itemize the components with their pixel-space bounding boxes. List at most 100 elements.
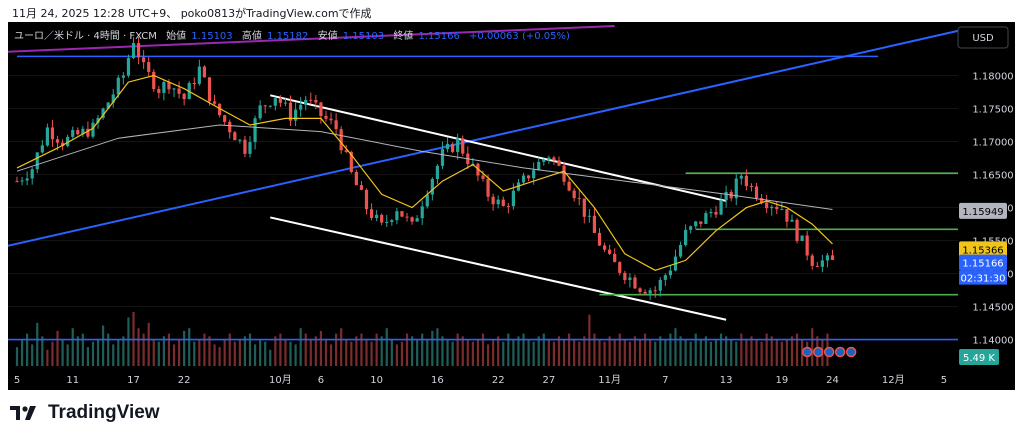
economic-event-icon[interactable] bbox=[845, 346, 857, 358]
volume-bar bbox=[436, 328, 439, 366]
drawings[interactable] bbox=[8, 25, 980, 358]
time-tick-label: 17 bbox=[127, 375, 140, 386]
time-tick-label: 10月 bbox=[269, 374, 292, 386]
volume-bar bbox=[335, 333, 338, 366]
candle-body bbox=[668, 270, 673, 276]
volume-bar bbox=[719, 333, 723, 366]
volume-bar bbox=[248, 333, 252, 366]
chart-frame[interactable]: 1.180001.175001.170001.165001.160001.155… bbox=[8, 22, 1015, 390]
volume-bar bbox=[704, 336, 707, 366]
legend-close-label: 終値 bbox=[393, 29, 413, 42]
candle-body bbox=[532, 170, 536, 179]
time-axis[interactable]: 5 11 17 22 10月 6 10 16 22 27 11月 7 13 19 24 12月 5 bbox=[8, 368, 1015, 390]
volume-bar bbox=[507, 333, 510, 366]
candle-body bbox=[552, 157, 556, 161]
volume-bar bbox=[385, 328, 388, 366]
candle-body bbox=[658, 279, 662, 291]
volume-bar bbox=[228, 333, 231, 366]
currency-button[interactable]: USD bbox=[957, 26, 1009, 49]
volume-bar bbox=[26, 333, 29, 366]
candle-body bbox=[491, 196, 495, 205]
volume-bar bbox=[188, 328, 191, 366]
candle-body bbox=[304, 99, 308, 105]
candle-body bbox=[344, 150, 348, 153]
candle-body bbox=[425, 194, 429, 207]
volume-bar bbox=[760, 341, 763, 366]
economic-event-icon[interactable] bbox=[823, 346, 835, 358]
countdown-box bbox=[959, 270, 1007, 285]
volume-bar bbox=[360, 333, 363, 366]
candle-body bbox=[40, 145, 44, 153]
economic-event-icon[interactable] bbox=[812, 346, 824, 358]
volume-bar bbox=[542, 333, 545, 366]
purple-trendline[interactable] bbox=[8, 25, 615, 53]
volume-bar bbox=[730, 339, 733, 366]
volume-bar bbox=[410, 336, 414, 366]
price-chart[interactable]: 1.180001.175001.170001.165001.160001.155… bbox=[8, 22, 1015, 390]
candle-body bbox=[694, 221, 698, 227]
volume-bar bbox=[193, 341, 196, 366]
volume-bar bbox=[152, 339, 155, 366]
volume-bar bbox=[709, 341, 713, 366]
candle-body bbox=[131, 43, 136, 59]
volume-bar bbox=[562, 339, 566, 366]
candle-body bbox=[177, 88, 181, 94]
volume-bar bbox=[552, 341, 556, 366]
volume-bar bbox=[461, 336, 464, 366]
time-tick-label: 16 bbox=[431, 375, 444, 386]
volume-bar bbox=[456, 333, 459, 366]
volume-bar bbox=[725, 336, 728, 366]
volume-bar bbox=[96, 339, 100, 366]
time-tick-label: 12月 bbox=[882, 374, 905, 386]
rising-trendline[interactable] bbox=[8, 25, 980, 247]
candle-body bbox=[780, 209, 784, 211]
candle-body bbox=[542, 159, 546, 162]
legend-low: 1.15103 bbox=[343, 31, 384, 42]
volume-bar bbox=[167, 333, 171, 366]
volume-bar bbox=[669, 333, 672, 366]
volume-bar bbox=[66, 344, 69, 366]
legend-open-label: 始値 bbox=[166, 29, 186, 42]
candle-body bbox=[228, 121, 232, 133]
volume-bar bbox=[714, 339, 718, 366]
candle-body bbox=[197, 66, 201, 84]
economic-event-icon[interactable] bbox=[801, 346, 813, 358]
time-tick-label: 5 bbox=[941, 375, 947, 386]
price-label-sma: 1.15949 bbox=[962, 207, 1003, 218]
candle-body bbox=[420, 206, 424, 219]
candle-body bbox=[577, 198, 581, 200]
channel-lower-line[interactable] bbox=[270, 216, 727, 321]
candle-body bbox=[162, 81, 166, 93]
candle-body bbox=[633, 277, 637, 289]
candle-body bbox=[724, 191, 728, 201]
volume-bar bbox=[238, 339, 241, 366]
candle-body bbox=[319, 102, 323, 116]
candle-body bbox=[202, 66, 207, 78]
volume-bar bbox=[740, 333, 743, 366]
candle-body bbox=[481, 175, 485, 179]
legend-low-label: 安値 bbox=[318, 29, 338, 42]
price-tick-label: 1.14000 bbox=[972, 336, 1013, 347]
price-tick-label: 1.17000 bbox=[972, 138, 1013, 149]
candle-body bbox=[35, 152, 39, 170]
candle-body bbox=[623, 272, 627, 281]
volume-bar bbox=[633, 336, 637, 366]
volume-bar bbox=[162, 336, 165, 366]
candle-body bbox=[795, 219, 799, 241]
candle-body bbox=[537, 161, 541, 171]
volume-bar bbox=[274, 336, 277, 366]
candle-body bbox=[385, 221, 389, 223]
channel-upper-line[interactable] bbox=[270, 94, 727, 202]
candle-body bbox=[602, 245, 607, 250]
economic-event-icon[interactable] bbox=[834, 346, 846, 358]
volume-bar bbox=[684, 339, 687, 366]
volume-bar bbox=[147, 322, 150, 366]
time-tick-label: 22 bbox=[178, 375, 191, 386]
volume-bar bbox=[324, 339, 328, 366]
candle-body bbox=[375, 214, 379, 219]
candle-body bbox=[380, 214, 384, 223]
price-axis[interactable]: 1.180001.175001.170001.165001.160001.155… bbox=[958, 22, 1015, 390]
candle-body bbox=[354, 171, 358, 186]
candle-body bbox=[461, 138, 465, 154]
volume-bar bbox=[233, 341, 236, 366]
